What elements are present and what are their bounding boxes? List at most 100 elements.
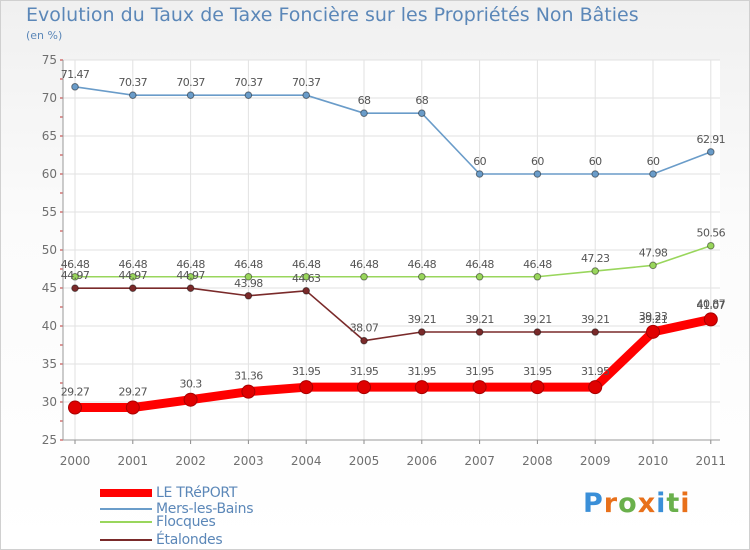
data-point <box>186 91 195 99</box>
logo-letter: i <box>656 488 667 519</box>
data-label: 39.21 <box>408 313 437 326</box>
data-label: 29.27 <box>61 386 90 399</box>
series-line-1 <box>74 86 712 175</box>
logo-letter: r <box>603 488 619 519</box>
data-point <box>302 91 311 99</box>
x-tick-label: 2006 <box>407 454 438 468</box>
legend-label: LE TRéPORT <box>156 485 238 501</box>
data-point <box>418 328 426 336</box>
data-point <box>533 170 542 178</box>
data-point <box>646 324 660 339</box>
legend-item-le-treport[interactable]: LE TRéPORT <box>100 485 238 501</box>
data-point <box>183 392 198 407</box>
legend-swatch <box>100 508 152 510</box>
data-label: 70.37 <box>234 76 263 89</box>
series-line-3 <box>74 287 712 342</box>
data-point <box>418 109 426 117</box>
data-point <box>186 284 195 293</box>
series-line-0 <box>70 314 716 413</box>
x-tick-label: 2002 <box>175 454 206 468</box>
data-point <box>530 380 545 395</box>
data-label: 39.21 <box>465 313 494 326</box>
data-label: 39.21 <box>523 313 552 326</box>
data-label: 46.48 <box>292 258 321 271</box>
data-label: 47.23 <box>581 252 610 265</box>
legend-item-mers-les-bains[interactable]: Mers-les-Bains <box>100 501 253 517</box>
data-point <box>360 336 368 345</box>
data-point <box>302 287 311 295</box>
y-tick-label: 75 <box>42 53 57 67</box>
logo-letter: i <box>680 488 691 519</box>
data-point <box>591 328 600 336</box>
legend-swatch <box>100 521 152 523</box>
legend-item-etalondes[interactable]: Étalondes <box>100 532 223 548</box>
data-label: 29.27 <box>119 386 148 399</box>
data-point <box>244 291 253 300</box>
data-label: 62.91 <box>697 133 726 146</box>
data-label: 39.23 <box>639 310 668 323</box>
data-point <box>71 83 79 91</box>
legend-label: Étalondes <box>156 532 223 548</box>
data-point <box>241 384 256 399</box>
data-point <box>475 272 484 281</box>
data-point <box>475 328 484 336</box>
y-tick-label: 60 <box>42 167 57 181</box>
y-tick-label: 40 <box>42 319 57 333</box>
data-label: 68 <box>415 94 428 107</box>
data-point <box>302 272 311 281</box>
data-label: 39.21 <box>639 313 668 326</box>
data-label: 41.07 <box>697 299 726 312</box>
data-label: 60 <box>531 155 544 168</box>
data-point <box>591 267 600 275</box>
data-label: 31.95 <box>292 365 321 378</box>
y-tick-label: 25 <box>42 433 57 447</box>
data-point <box>703 312 718 327</box>
data-label: 31.36 <box>234 370 263 383</box>
data-label: 70.37 <box>292 76 321 89</box>
logo-letter: o <box>618 488 638 519</box>
data-label: 44.97 <box>176 269 205 282</box>
y-tick-label: 30 <box>42 395 57 409</box>
x-tick-label: 2005 <box>349 454 380 468</box>
data-label: 50.56 <box>697 227 726 240</box>
y-tick-label: 35 <box>42 357 57 371</box>
data-label: 70.37 <box>176 76 205 89</box>
data-point <box>129 91 137 99</box>
data-point <box>418 272 426 281</box>
data-label: 68 <box>358 94 371 107</box>
data-label: 44.63 <box>292 272 321 285</box>
data-point <box>649 261 657 270</box>
data-point <box>360 109 368 117</box>
data-label: 46.48 <box>408 258 437 271</box>
data-label: 39.21 <box>581 313 610 326</box>
x-tick-label: 2004 <box>291 454 322 468</box>
data-label: 31.95 <box>581 365 610 378</box>
y-tick-label: 45 <box>42 281 57 295</box>
data-point <box>244 272 253 281</box>
x-tick-label: 2009 <box>580 454 611 468</box>
data-label: 31.95 <box>350 365 379 378</box>
y-tick-label: 70 <box>42 91 57 105</box>
x-tick-label: 2000 <box>60 454 91 468</box>
x-tick-label: 2003 <box>233 454 264 468</box>
data-label: 46.48 <box>465 258 494 271</box>
data-label: 71.47 <box>61 68 90 81</box>
data-label: 46.48 <box>119 258 148 271</box>
data-point <box>533 328 542 336</box>
data-point <box>649 170 657 178</box>
x-tick-label: 2011 <box>696 454 727 468</box>
data-label: 60 <box>589 155 602 168</box>
legend-label: Flocques <box>156 514 216 530</box>
data-point <box>71 284 79 293</box>
data-label: 31.95 <box>523 365 552 378</box>
legend-item-flocques[interactable]: Flocques <box>100 514 216 530</box>
data-label: 43.98 <box>234 277 263 290</box>
data-label: 46.48 <box>350 258 379 271</box>
data-point <box>186 272 195 281</box>
data-label: 60 <box>473 155 486 168</box>
data-label: 46.48 <box>234 258 263 271</box>
data-point <box>129 284 137 293</box>
data-point <box>414 380 429 395</box>
data-point <box>707 241 715 250</box>
data-point <box>533 272 542 281</box>
